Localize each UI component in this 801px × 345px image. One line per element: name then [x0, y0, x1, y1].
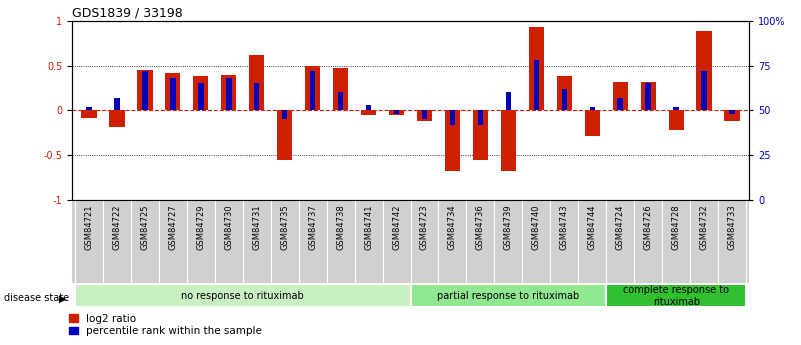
Text: GSM84723: GSM84723	[420, 204, 429, 250]
Bar	[613, 82, 628, 110]
FancyBboxPatch shape	[74, 284, 410, 307]
Text: GSM84736: GSM84736	[476, 204, 485, 250]
FancyBboxPatch shape	[410, 284, 606, 307]
Text: GSM84733: GSM84733	[727, 204, 737, 250]
Bar	[333, 68, 348, 110]
Bar	[533, 60, 539, 110]
Bar	[388, 110, 405, 115]
Bar	[226, 78, 231, 110]
Bar	[618, 98, 623, 110]
Bar	[641, 82, 656, 110]
Bar	[198, 83, 203, 110]
Bar	[445, 110, 460, 171]
Bar	[282, 110, 288, 119]
Bar	[310, 71, 316, 110]
Bar	[142, 71, 147, 110]
Bar	[170, 78, 175, 110]
Text: GSM84730: GSM84730	[224, 204, 233, 250]
Bar	[449, 110, 455, 125]
Bar	[249, 55, 264, 110]
Text: partial response to rituximab: partial response to rituximab	[437, 291, 580, 301]
Bar	[338, 92, 344, 110]
Bar	[114, 98, 119, 110]
Text: GSM84739: GSM84739	[504, 204, 513, 250]
Bar	[109, 110, 124, 127]
Bar	[81, 110, 97, 118]
Text: GSM84724: GSM84724	[616, 204, 625, 250]
Text: GSM84743: GSM84743	[560, 204, 569, 250]
Bar	[557, 76, 572, 110]
Bar	[646, 83, 651, 110]
Bar	[193, 76, 208, 110]
Text: GSM84741: GSM84741	[364, 204, 373, 250]
Text: GSM84721: GSM84721	[84, 204, 94, 250]
Text: GSM84729: GSM84729	[196, 204, 205, 250]
Text: GSM84722: GSM84722	[112, 204, 121, 250]
Bar	[421, 110, 427, 119]
Bar	[674, 107, 679, 110]
Text: GSM84726: GSM84726	[644, 204, 653, 250]
Text: GSM84725: GSM84725	[140, 204, 149, 250]
Bar	[473, 110, 488, 160]
Text: GSM84735: GSM84735	[280, 204, 289, 250]
Text: GSM84744: GSM84744	[588, 204, 597, 250]
Bar	[590, 107, 595, 110]
Bar	[361, 110, 376, 115]
Text: GSM84738: GSM84738	[336, 204, 345, 250]
Bar	[277, 110, 292, 160]
Bar	[505, 92, 511, 110]
Bar	[562, 89, 567, 110]
Text: GSM84737: GSM84737	[308, 204, 317, 250]
Bar	[254, 83, 260, 110]
Text: no response to rituximab: no response to rituximab	[181, 291, 304, 301]
Bar	[86, 107, 91, 110]
FancyBboxPatch shape	[606, 284, 747, 307]
Bar	[477, 110, 483, 125]
Text: GSM84728: GSM84728	[672, 204, 681, 250]
Bar	[730, 110, 735, 114]
Bar	[221, 75, 236, 110]
Bar	[394, 110, 400, 114]
Text: GSM84731: GSM84731	[252, 204, 261, 250]
Text: GDS1839 / 33198: GDS1839 / 33198	[72, 7, 183, 20]
Bar	[305, 66, 320, 110]
Text: GSM84734: GSM84734	[448, 204, 457, 250]
Bar	[165, 73, 180, 110]
Bar	[697, 31, 712, 110]
Bar	[529, 27, 544, 110]
Text: GSM84742: GSM84742	[392, 204, 401, 250]
Text: GSM84727: GSM84727	[168, 204, 177, 250]
Bar	[501, 110, 516, 171]
Bar	[417, 110, 433, 121]
Text: disease state: disease state	[4, 294, 69, 303]
Text: GSM84740: GSM84740	[532, 204, 541, 250]
Bar	[585, 110, 600, 136]
Text: GSM84732: GSM84732	[700, 204, 709, 250]
Legend: log2 ratio, percentile rank within the sample: log2 ratio, percentile rank within the s…	[70, 314, 262, 336]
Bar	[366, 105, 372, 110]
Bar	[669, 110, 684, 130]
Bar	[137, 70, 152, 110]
Bar	[724, 110, 740, 121]
Text: complete response to
rituximab: complete response to rituximab	[623, 285, 729, 307]
Bar	[702, 71, 707, 110]
Text: ▶: ▶	[58, 294, 66, 303]
